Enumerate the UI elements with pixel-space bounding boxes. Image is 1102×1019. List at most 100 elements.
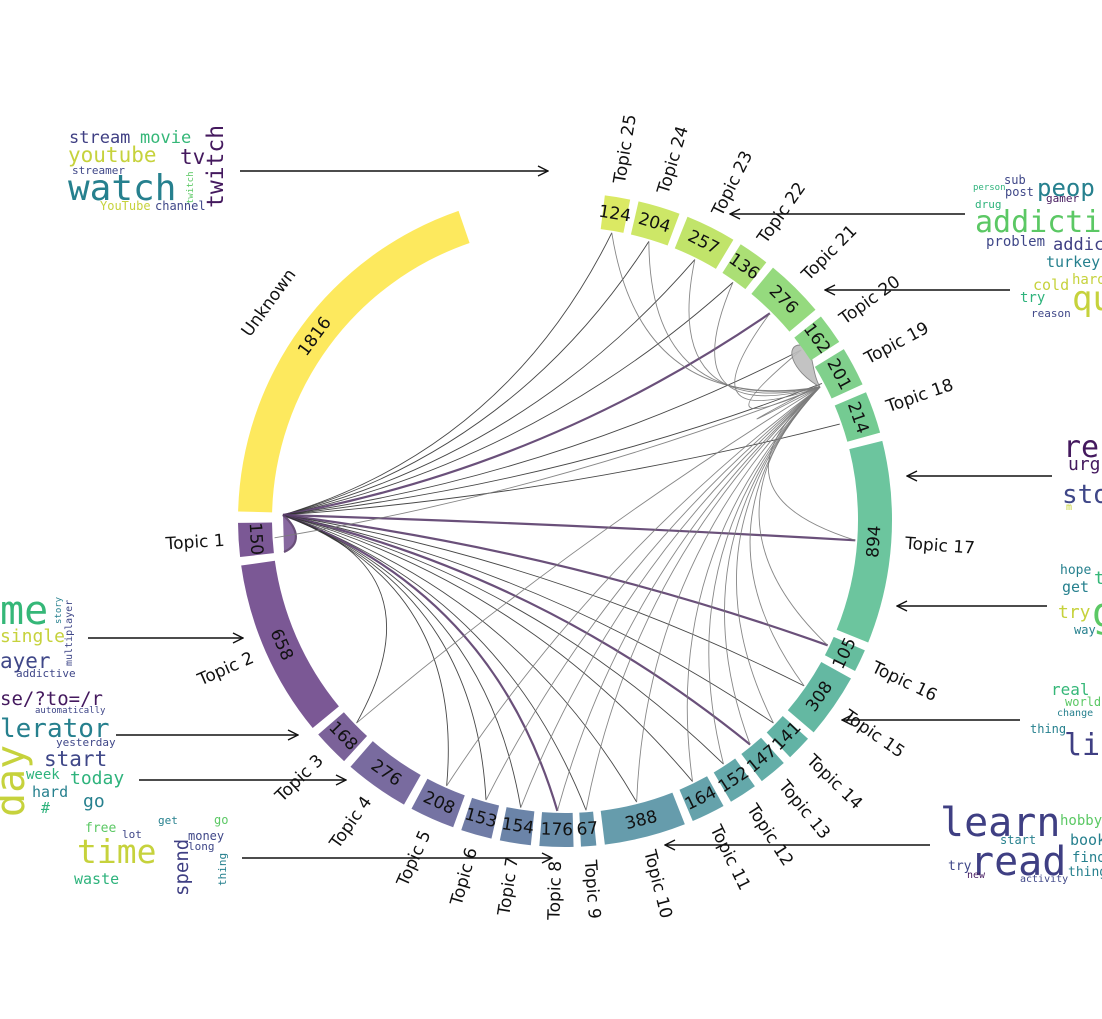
label-topic-8: Topic 8 bbox=[545, 861, 567, 921]
label-topic-23: Topic 23 bbox=[708, 148, 757, 220]
wordcloud-word: qu bbox=[1072, 279, 1102, 319]
wordcloud-word: t bbox=[1094, 568, 1102, 589]
wordcloud-word: single bbox=[0, 626, 65, 647]
arc-topic-21 bbox=[751, 267, 816, 332]
arc-topic-15 bbox=[787, 662, 852, 733]
wordcloud-word: world bbox=[1065, 695, 1101, 709]
arc-topic-5 bbox=[411, 778, 465, 828]
link-topic1-topic19 bbox=[282, 382, 823, 516]
wordcloud-word: thing bbox=[216, 853, 229, 886]
link-topic18-topic13 bbox=[724, 386, 821, 745]
label-topic-18: Topic 18 bbox=[883, 375, 956, 417]
count-topic-9: 67 bbox=[576, 818, 599, 840]
label-topic-6: Topic 6 bbox=[447, 845, 483, 908]
wordcloud-word: tv bbox=[180, 145, 205, 169]
wordcloud-word: me bbox=[0, 588, 48, 634]
arc-topic-12 bbox=[713, 758, 755, 802]
wordcloud-word: lerator bbox=[0, 714, 110, 744]
wordcloud-word: read bbox=[970, 839, 1066, 885]
wordcloud-word: hobby bbox=[1060, 813, 1102, 829]
wordcloud-word: li bbox=[1064, 728, 1100, 763]
label-topic-1: Topic 1 bbox=[164, 531, 225, 555]
arc-topic-10 bbox=[600, 792, 685, 845]
wordcloud-word: hard bbox=[32, 783, 68, 801]
wordcloud-word: addictive bbox=[16, 667, 76, 680]
link-topic1-topic16 bbox=[282, 513, 829, 647]
wordcloud-word: spend bbox=[171, 839, 193, 896]
link-topic18-topic3 bbox=[356, 386, 821, 724]
wordcloud-word: post bbox=[1005, 185, 1034, 199]
wordcloud-word: person bbox=[973, 183, 1006, 193]
wordcloud-word: watch bbox=[68, 168, 176, 209]
link-topic1-topic17 bbox=[282, 513, 856, 542]
link-topic1-topic10 bbox=[282, 514, 638, 803]
link-topic1-topic23 bbox=[282, 259, 696, 516]
link-topic18-topic9 bbox=[585, 386, 821, 811]
link-topic1-topic25 bbox=[282, 232, 613, 516]
arc-topic-23 bbox=[674, 216, 734, 269]
link-topic1-topic8 bbox=[282, 513, 559, 812]
label-topic-19: Topic 19 bbox=[861, 318, 933, 369]
wordcloud-word: go bbox=[83, 791, 105, 812]
wordcloud-word: day bbox=[0, 745, 34, 817]
label-topic-16: Topic 16 bbox=[868, 657, 941, 706]
count-topic-3: 168 bbox=[324, 718, 361, 755]
link-topic1-topic1 bbox=[282, 514, 297, 554]
link-topic18-topic16 bbox=[758, 386, 828, 646]
wordcloud-word: time bbox=[77, 832, 156, 871]
arc-unknown bbox=[238, 210, 470, 513]
wordcloud-word: activity bbox=[1020, 874, 1068, 885]
wordcloud-word: twitch bbox=[186, 171, 196, 204]
wordcloud-word: learn bbox=[940, 800, 1060, 846]
label-topic-21: Topic 21 bbox=[797, 221, 861, 285]
wordcloud-word: hard bbox=[1072, 272, 1102, 288]
wordcloud-word: get bbox=[158, 814, 178, 827]
arc-topic-24 bbox=[630, 201, 680, 246]
wordcloud-word: yesterday bbox=[56, 736, 116, 749]
wordcloud-word: hope bbox=[1060, 563, 1091, 578]
wordcloud-word: channel bbox=[155, 199, 206, 213]
wordcloud-word: sto bbox=[1062, 480, 1102, 510]
wordcloud-word: go bbox=[214, 813, 228, 827]
link-topic18-topic6 bbox=[485, 386, 821, 801]
chord-arcs bbox=[238, 195, 892, 847]
link-topic18-topic5 bbox=[446, 386, 821, 787]
wordcloud-word: real bbox=[1051, 680, 1090, 699]
wordcloud-word: addictio bbox=[975, 205, 1102, 240]
link-topic18-topic19 bbox=[756, 382, 823, 420]
wordcloud-word: g bbox=[1092, 590, 1102, 636]
arc-topic-3 bbox=[318, 712, 368, 762]
wordcloud-word: today bbox=[70, 768, 124, 789]
link-topic1-topic20 bbox=[282, 349, 802, 516]
wordcloud-word: lot bbox=[122, 828, 142, 841]
link-topic18-topic24 bbox=[648, 241, 821, 392]
link-topic1-topic12 bbox=[282, 514, 724, 765]
label-topic-17: Topic 17 bbox=[903, 534, 975, 559]
link-topic18-topic21 bbox=[734, 313, 821, 401]
wordcloud-word: try bbox=[1058, 602, 1091, 623]
wordcloud-word: problem bbox=[986, 234, 1045, 250]
wordcloud-word: automatically bbox=[35, 706, 106, 716]
arc-topic-6 bbox=[461, 797, 500, 839]
wordcloud-word: YouTube bbox=[100, 199, 151, 213]
arc-topic-11 bbox=[679, 776, 724, 822]
wordcloud-word: reason bbox=[1031, 307, 1071, 320]
link-topic18-topic8 bbox=[556, 386, 821, 812]
wordcloud-word: free bbox=[85, 821, 116, 836]
link-topic1-topic21 bbox=[282, 312, 771, 517]
link-topic1-topic13 bbox=[282, 513, 751, 746]
link-topic1-topic24 bbox=[282, 241, 650, 516]
link-topic18-topic11 bbox=[686, 386, 821, 782]
arc-topic-9 bbox=[579, 811, 597, 847]
wordcloud-word: youtube bbox=[68, 143, 157, 167]
wordcloud-word: money bbox=[188, 829, 224, 843]
wordcloud-word: thing bbox=[1030, 722, 1066, 736]
label-topic-11: Topic 11 bbox=[705, 821, 754, 893]
arc-topic-8 bbox=[539, 812, 574, 847]
